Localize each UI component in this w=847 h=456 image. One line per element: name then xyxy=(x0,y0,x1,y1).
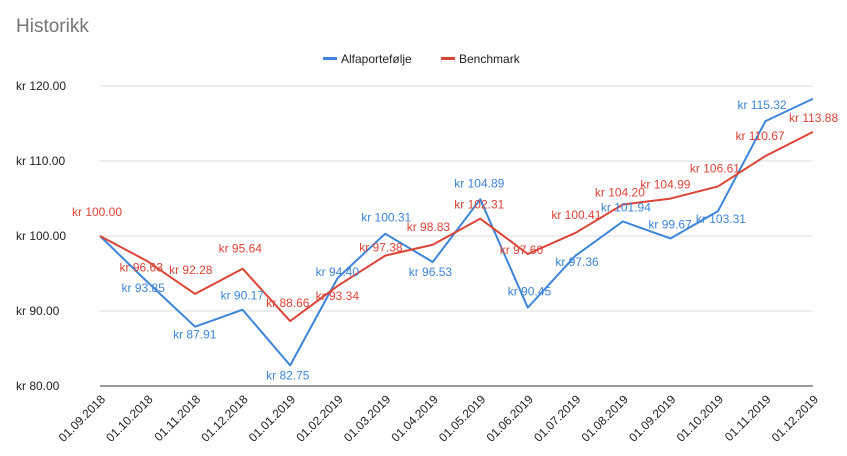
data-label: kr 96.63 xyxy=(120,260,164,274)
data-point[interactable] xyxy=(383,232,387,236)
legend-swatch-alfaportefolje xyxy=(323,57,337,60)
data-label: kr 115.32 xyxy=(737,98,786,112)
data-point[interactable] xyxy=(621,219,625,223)
data-label: kr 104.89 xyxy=(454,176,504,190)
data-point[interactable] xyxy=(811,130,815,134)
data-label: kr 100.31 xyxy=(361,211,411,225)
y-tick-label: kr 80.00 xyxy=(16,379,60,393)
x-tick-label: 01.03.2019 xyxy=(341,392,394,445)
data-label: kr 90.45 xyxy=(508,285,552,299)
data-point[interactable] xyxy=(288,319,292,323)
data-point[interactable] xyxy=(763,119,767,123)
data-label: kr 113.88 xyxy=(789,111,838,125)
legend-label-alfaportefolje: Alfaportefølje xyxy=(341,52,412,66)
data-label: kr 104.20 xyxy=(595,186,645,200)
data-point[interactable] xyxy=(668,197,672,201)
x-tick-label: 01.09.2019 xyxy=(626,392,679,445)
data-point[interactable] xyxy=(193,292,197,296)
x-tick-label: 01.12.2018 xyxy=(198,392,251,445)
data-label: kr 101.94 xyxy=(601,200,651,214)
data-point[interactable] xyxy=(431,260,435,264)
data-label: kr 92.28 xyxy=(169,263,213,277)
data-label: kr 110.67 xyxy=(735,129,784,143)
data-label: kr 99.67 xyxy=(648,217,692,231)
x-axis-ticks: 01.09.201801.10.201801.11.201801.12.2018… xyxy=(56,392,822,445)
x-tick-label: 01.04.2019 xyxy=(388,392,441,445)
series xyxy=(98,97,815,367)
data-point[interactable] xyxy=(241,308,245,312)
legend-label-benchmark: Benchmark xyxy=(459,52,521,66)
x-tick-label: 01.05.2019 xyxy=(436,392,489,445)
data-point[interactable] xyxy=(478,217,482,221)
x-tick-label: 01.11.2018 xyxy=(151,392,203,444)
x-tick-label: 01.09.2018 xyxy=(56,392,109,445)
y-tick-label: kr 100.00 xyxy=(16,229,66,243)
data-point[interactable] xyxy=(716,184,720,188)
data-label: kr 87.91 xyxy=(173,328,217,342)
data-label: kr 97.36 xyxy=(555,255,599,269)
data-point[interactable] xyxy=(336,284,340,288)
data-label: kr 97.60 xyxy=(500,243,544,257)
legend-item-alfaportefolje[interactable]: Alfaportefølje xyxy=(323,52,412,66)
x-tick-label: 01.08.2019 xyxy=(579,392,632,445)
data-label: kr 93.34 xyxy=(316,289,360,303)
data-point[interactable] xyxy=(288,363,292,367)
x-tick-label: 01.06.2019 xyxy=(484,392,537,445)
x-tick-label: 01.10.2019 xyxy=(674,392,727,445)
data-label: kr 100.41 xyxy=(551,208,601,222)
data-labels: kr 93.85 kr 87.91 kr 90.17 kr 82.75 kr 94.40… xyxy=(72,98,838,382)
data-label: kr 93.85 xyxy=(122,281,166,295)
x-tick-label: 01.11.2019 xyxy=(722,392,774,444)
x-tick-label: 01.10.2018 xyxy=(103,392,156,445)
data-point[interactable] xyxy=(241,267,245,271)
data-label: kr 103.31 xyxy=(696,212,746,226)
y-tick-label: kr 90.00 xyxy=(16,304,60,318)
data-point[interactable] xyxy=(573,231,577,235)
data-label: kr 104.99 xyxy=(640,178,690,192)
data-point[interactable] xyxy=(98,234,102,238)
x-tick-label: 01.07.2019 xyxy=(531,392,584,445)
data-label: kr 95.64 xyxy=(219,242,263,256)
data-label: kr 106.61 xyxy=(690,161,740,175)
data-label: kr 98.83 xyxy=(407,220,451,234)
data-label: kr 90.17 xyxy=(221,289,265,303)
data-label: kr 82.75 xyxy=(266,368,310,382)
legend-item-benchmark[interactable]: Benchmark xyxy=(441,52,521,66)
data-point[interactable] xyxy=(763,154,767,158)
x-tick-label: 01.01.2019 xyxy=(246,392,299,445)
data-point[interactable] xyxy=(811,97,815,101)
y-axis-ticks: kr 80.00 kr 90.00 kr 100.00 kr 110.00 kr 120… xyxy=(16,79,66,393)
data-label: kr 88.66 xyxy=(266,296,310,310)
x-tick-label: 01.02.2019 xyxy=(293,392,346,445)
legend: Alfaportefølje Benchmark xyxy=(323,52,521,66)
y-tick-label: kr 120.00 xyxy=(16,79,66,93)
data-point[interactable] xyxy=(668,236,672,240)
data-label: kr 96.53 xyxy=(409,265,453,279)
x-tick-label: 01.12.2019 xyxy=(769,392,822,445)
chart-title: Historikk xyxy=(16,16,89,37)
data-label: kr 102.31 xyxy=(454,198,504,212)
legend-swatch-benchmark xyxy=(441,57,455,60)
y-tick-label: kr 110.00 xyxy=(16,154,65,168)
data-label: kr 94.40 xyxy=(316,265,360,279)
data-label: kr 100.00 xyxy=(72,205,122,219)
data-point[interactable] xyxy=(431,243,435,247)
data-label: kr 97.38 xyxy=(359,241,403,255)
series-line-1 xyxy=(99,131,814,323)
data-point[interactable] xyxy=(526,306,530,310)
gridlines xyxy=(100,85,813,387)
